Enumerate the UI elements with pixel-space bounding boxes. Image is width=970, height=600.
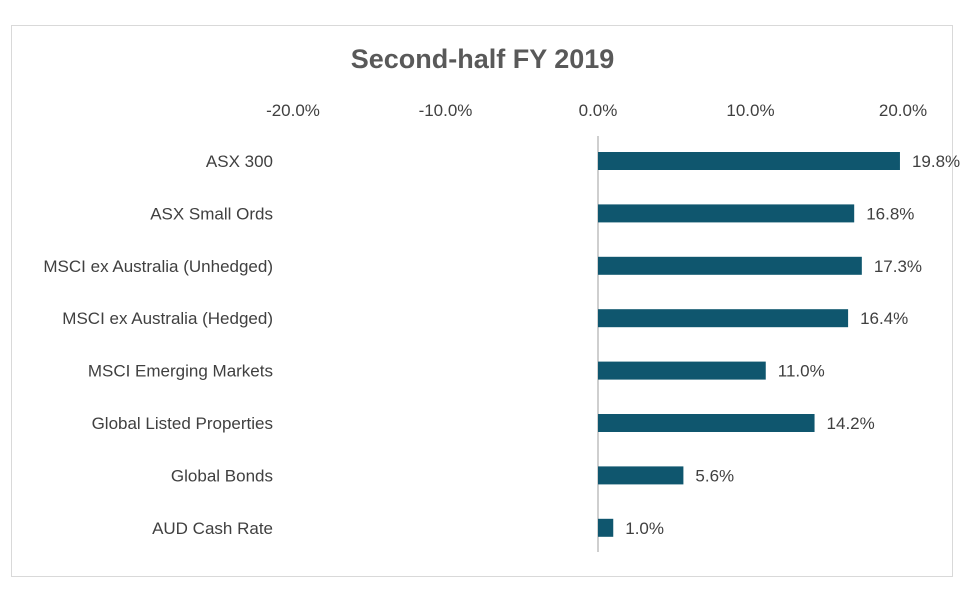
bar xyxy=(598,256,862,275)
chart-title: Second-half FY 2019 xyxy=(350,44,615,74)
data-label: 5.6% xyxy=(695,466,734,485)
x-tick-label: 20.0% xyxy=(879,101,927,120)
x-tick-label: 10.0% xyxy=(726,101,774,120)
data-label: 17.3% xyxy=(874,257,922,276)
data-label: 16.4% xyxy=(860,309,908,328)
x-tick-label: -20.0% xyxy=(266,101,320,120)
x-tick-label: -10.0% xyxy=(419,101,473,120)
bar xyxy=(598,309,849,328)
data-label: 16.8% xyxy=(866,204,914,223)
data-label: 14.2% xyxy=(827,414,875,433)
category-label: MSCI ex Australia (Unhedged) xyxy=(43,257,273,276)
category-label: ASX Small Ords xyxy=(150,204,273,223)
category-label: MSCI Emerging Markets xyxy=(88,362,273,381)
bar xyxy=(598,414,815,432)
bar xyxy=(598,204,855,223)
data-label: 19.8% xyxy=(912,152,960,171)
category-labels: ASX 300 ASX Small Ords MSCI ex Australia (… xyxy=(43,152,273,538)
x-axis-ticks: -20.0% -10.0% 0.0% 10.0% 20.0% xyxy=(266,101,927,120)
category-label: MSCI ex Australia (Hedged) xyxy=(62,309,273,328)
chart-frame xyxy=(11,25,953,577)
bar xyxy=(598,518,614,537)
category-label: ASX 300 xyxy=(206,152,273,171)
bar xyxy=(598,466,684,485)
bar xyxy=(598,152,900,170)
category-label: Global Bonds xyxy=(171,466,273,485)
category-label: Global Listed Properties xyxy=(92,414,273,433)
bar xyxy=(598,361,766,380)
bars xyxy=(598,152,900,537)
category-label: AUD Cash Rate xyxy=(152,519,273,538)
data-labels: 19.8% 16.8% 17.3% 16.4% 11.0% 14.2% 5.6% 1.0% xyxy=(625,152,960,538)
data-label: 1.0% xyxy=(625,519,664,538)
data-label: 11.0% xyxy=(778,362,825,381)
x-tick-label: 0.0% xyxy=(579,101,618,120)
